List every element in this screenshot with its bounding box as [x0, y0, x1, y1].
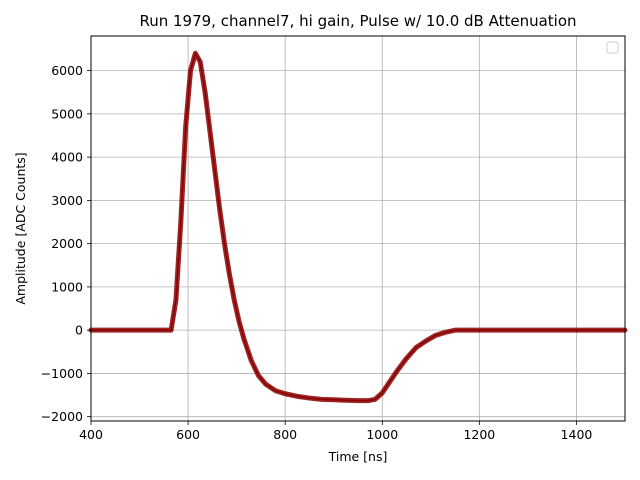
ticks: 400 600 800 1000 1200 1400 −2000 −1000 0 1000 2000…: [41, 63, 593, 442]
x-tick-label: 400: [79, 427, 103, 442]
y-axis-label: Amplitude [ADC Counts]: [13, 152, 28, 304]
series-line: [90, 52, 626, 402]
plot-area-frame: [90, 35, 626, 422]
x-tick-label: 1400: [561, 427, 593, 442]
y-tick-label: 2000: [51, 236, 83, 251]
y-tick-label: −2000: [41, 409, 83, 424]
data-layer: [88, 50, 628, 404]
legend-box: [606, 41, 619, 54]
x-axis-label: Time [ns]: [328, 449, 388, 464]
y-tick-label: 3000: [51, 193, 83, 208]
y-tick-label: 1000: [51, 279, 83, 294]
x-tick-label: 600: [176, 427, 200, 442]
x-tick-label: 800: [273, 427, 297, 442]
y-tick-label: 6000: [51, 63, 83, 78]
chart-title: Run 1979, channel7, hi gain, Pulse w/ 10…: [139, 12, 576, 30]
y-tick-label: −1000: [41, 366, 83, 381]
y-tick-label: 0: [75, 323, 83, 338]
x-tick-label: 1000: [366, 427, 398, 442]
x-tick-label: 1200: [463, 427, 495, 442]
y-tick-label: 5000: [51, 106, 83, 121]
y-tick-label: 4000: [51, 150, 83, 165]
